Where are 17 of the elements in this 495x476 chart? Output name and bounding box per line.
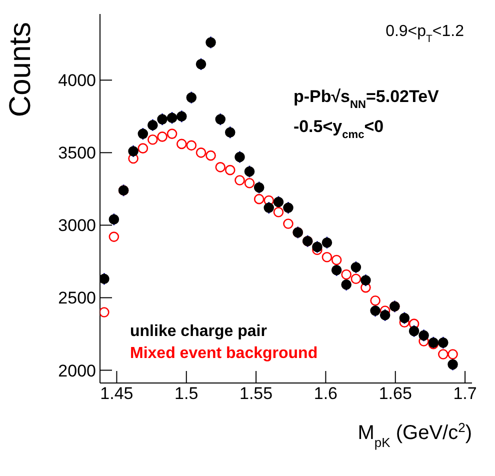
y-tick-label: 3500 [58, 144, 96, 163]
x-tick-label: 1.5 [174, 384, 198, 404]
x-tick-label: 1.55 [240, 384, 273, 404]
x-tick-label: 1.65 [378, 384, 412, 404]
x-tick-label: 1.45 [100, 384, 134, 404]
x-axis-title: M$_{pK}$ (GeV/c$^{2}$) [358, 420, 472, 450]
legend: unlike charge pair Mixed event background [130, 321, 318, 365]
y-axis-title: Counts [4, 22, 37, 118]
y-tick-label: 4000 [58, 71, 96, 90]
y-tick-label: 3000 [58, 216, 96, 236]
x-tick-label: 1.7 [453, 384, 477, 404]
annotation: 0.9<p$_{T}$<1.2 [386, 23, 464, 44]
y-tick-label: 2000 [58, 361, 96, 380]
annotation: p-Pb√s$_{NN}$=5.02TeV [293, 87, 440, 111]
annotation: -0.5<y$_{cmc}$<0 [293, 117, 384, 141]
y-tick-label: 2500 [58, 288, 96, 308]
x-tick-label: 1.6 [314, 384, 338, 404]
